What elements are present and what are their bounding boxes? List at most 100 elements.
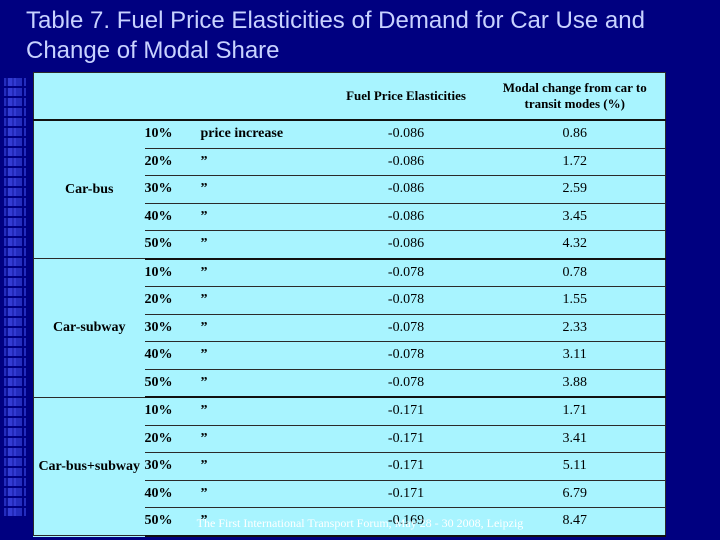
table-row: Car-subway 10%” -0.078 0.78: [33, 258, 666, 398]
price-increase-percent: 30%: [144, 458, 173, 474]
elasticity-value: -0.171: [327, 424, 485, 453]
header-modal-change: Modal change from car to transit modes (…: [484, 72, 666, 121]
price-increase-cell: 20% ”: [144, 424, 328, 453]
header-blank-cell: [33, 72, 328, 121]
price-increase-suffix: ”: [200, 485, 208, 501]
group-label: Car-bus+subway: [33, 396, 145, 536]
price-increase-cell: 30% ”: [144, 175, 328, 204]
modal-change-value: 4.32: [484, 230, 666, 260]
price-increase-suffix: price increase: [200, 126, 284, 142]
slide-title: Table 7. Fuel Price Elasticities of Dema…: [26, 7, 645, 64]
price-increase-cell: 40% ”: [144, 341, 328, 370]
elasticity-table: Fuel Price Elasticities Modal change fro…: [33, 72, 666, 537]
modal-change-value: 1.71: [484, 396, 666, 426]
elasticity-value: -0.086: [327, 119, 485, 149]
modal-change-value: 5.11: [484, 452, 666, 481]
price-increase-percent: 40%: [144, 485, 173, 501]
price-increase-percent: 50%: [144, 513, 173, 529]
modal-change-value: 8.47: [484, 507, 666, 537]
price-increase-suffix: ”: [200, 430, 208, 446]
price-increase-cell: 20% ”: [144, 147, 328, 176]
price-increase-percent: 20%: [144, 153, 173, 169]
table-row: 50% ” -0.169 8.47: [34, 507, 666, 537]
modal-change-value: 3.88: [484, 368, 666, 398]
price-increase-cell: 30% ”: [144, 313, 328, 342]
price-increase-cell: 50% ”: [144, 368, 328, 398]
price-increase-percent: 10%: [144, 403, 173, 419]
price-increase-suffix: ”: [200, 458, 208, 474]
price-increase-percent: 40%: [144, 347, 173, 363]
price-increase-suffix: ”: [200, 513, 208, 529]
modal-change-value: 0.78: [484, 258, 666, 287]
price-increase-suffix: ”: [200, 403, 208, 419]
elasticity-value: -0.171: [327, 479, 485, 508]
elasticity-value: -0.086: [327, 230, 485, 260]
table-row: 20% ” -0.086 1.72: [34, 147, 666, 176]
price-increase-percent: 10%: [144, 264, 173, 280]
decorative-square-pattern-inner: [6, 76, 16, 516]
table-header-row: Fuel Price Elasticities Modal change fro…: [33, 72, 666, 121]
elasticity-value: -0.171: [327, 396, 485, 426]
price-increase-percent: 10%: [144, 126, 173, 142]
price-increase-cell: 10% price increase: [144, 119, 328, 149]
modal-change-value: 1.55: [484, 286, 666, 315]
price-increase-suffix: ”: [200, 181, 208, 197]
price-increase-percent: 20%: [144, 430, 173, 446]
price-increase-suffix: ”: [200, 374, 208, 390]
elasticity-value: -0.078: [327, 341, 485, 370]
elasticity-value: -0.086: [327, 202, 485, 231]
table-row: 40% ” -0.086 3.45: [34, 202, 666, 231]
elasticity-value: -0.078: [327, 258, 485, 287]
price-increase-cell: 30% ”: [144, 452, 328, 481]
price-increase-percent: 20%: [144, 292, 173, 308]
modal-change-value: 3.11: [484, 341, 666, 370]
table-row: 40% ” -0.171 6.79: [34, 479, 666, 508]
table-row: 20% ” -0.171 3.41: [34, 424, 666, 453]
modal-change-value: 3.45: [484, 202, 666, 231]
header-fuel-price-elasticities: Fuel Price Elasticities: [327, 72, 485, 121]
price-increase-percent: 30%: [144, 181, 173, 197]
price-increase-cell: 10% ”: [144, 396, 328, 426]
price-increase-suffix: ”: [200, 347, 208, 363]
modal-change-value: 2.59: [484, 175, 666, 204]
price-increase-percent: 40%: [144, 208, 173, 224]
modal-change-value: 6.79: [484, 479, 666, 508]
table-row: 30% ” -0.078 2.33: [34, 313, 666, 342]
elasticity-value: -0.086: [327, 147, 485, 176]
price-increase-suffix: ”: [200, 236, 208, 252]
elasticity-value: -0.078: [327, 368, 485, 398]
price-increase-suffix: ”: [200, 292, 208, 308]
table-row: Car-bus+subway 10%” -0.171 1.71: [33, 396, 666, 536]
elasticity-value: -0.169: [327, 507, 485, 537]
modal-change-value: 2.33: [484, 313, 666, 342]
slide-footer: The First International Transport Forum,…: [196, 516, 524, 530]
price-increase-percent: 30%: [144, 319, 173, 335]
elasticity-value: -0.086: [327, 175, 485, 204]
table-row: 30% ” -0.086 2.59: [34, 175, 666, 204]
price-increase-percent: 50%: [144, 374, 173, 390]
price-increase-cell: 40% ”: [144, 202, 328, 231]
modal-change-value: 3.41: [484, 424, 666, 453]
table-row: 30% ” -0.171 5.11: [34, 452, 666, 481]
group-label: Car-subway: [33, 258, 145, 398]
elasticity-value: -0.171: [327, 452, 485, 481]
price-increase-suffix: ”: [200, 264, 208, 280]
price-increase-cell: 20% ”: [144, 286, 328, 315]
table-row: 50% ” -0.086 4.32: [34, 230, 666, 260]
modal-change-value: 1.72: [484, 147, 666, 176]
table-row: 40% ” -0.078 3.11: [34, 341, 666, 370]
group-label: Car-bus: [33, 119, 145, 259]
table-row: 20% ” -0.078 1.55: [34, 286, 666, 315]
table-row: 50% ” -0.078 3.88: [34, 368, 666, 398]
price-increase-suffix: ”: [200, 153, 208, 169]
modal-change-value: 0.86: [484, 119, 666, 149]
table-row: Car-bus 10% price increase -0.086 0.86: [33, 119, 666, 259]
price-increase-cell: 50% ”: [144, 507, 328, 537]
price-increase-suffix: ”: [200, 208, 208, 224]
price-increase-cell: 50% ”: [144, 230, 328, 260]
price-increase-percent: 50%: [144, 236, 173, 252]
elasticity-value: -0.078: [327, 286, 485, 315]
price-increase-cell: 10% ”: [144, 258, 328, 287]
elasticity-value: -0.078: [327, 313, 485, 342]
price-increase-cell: 40% ”: [144, 479, 328, 508]
